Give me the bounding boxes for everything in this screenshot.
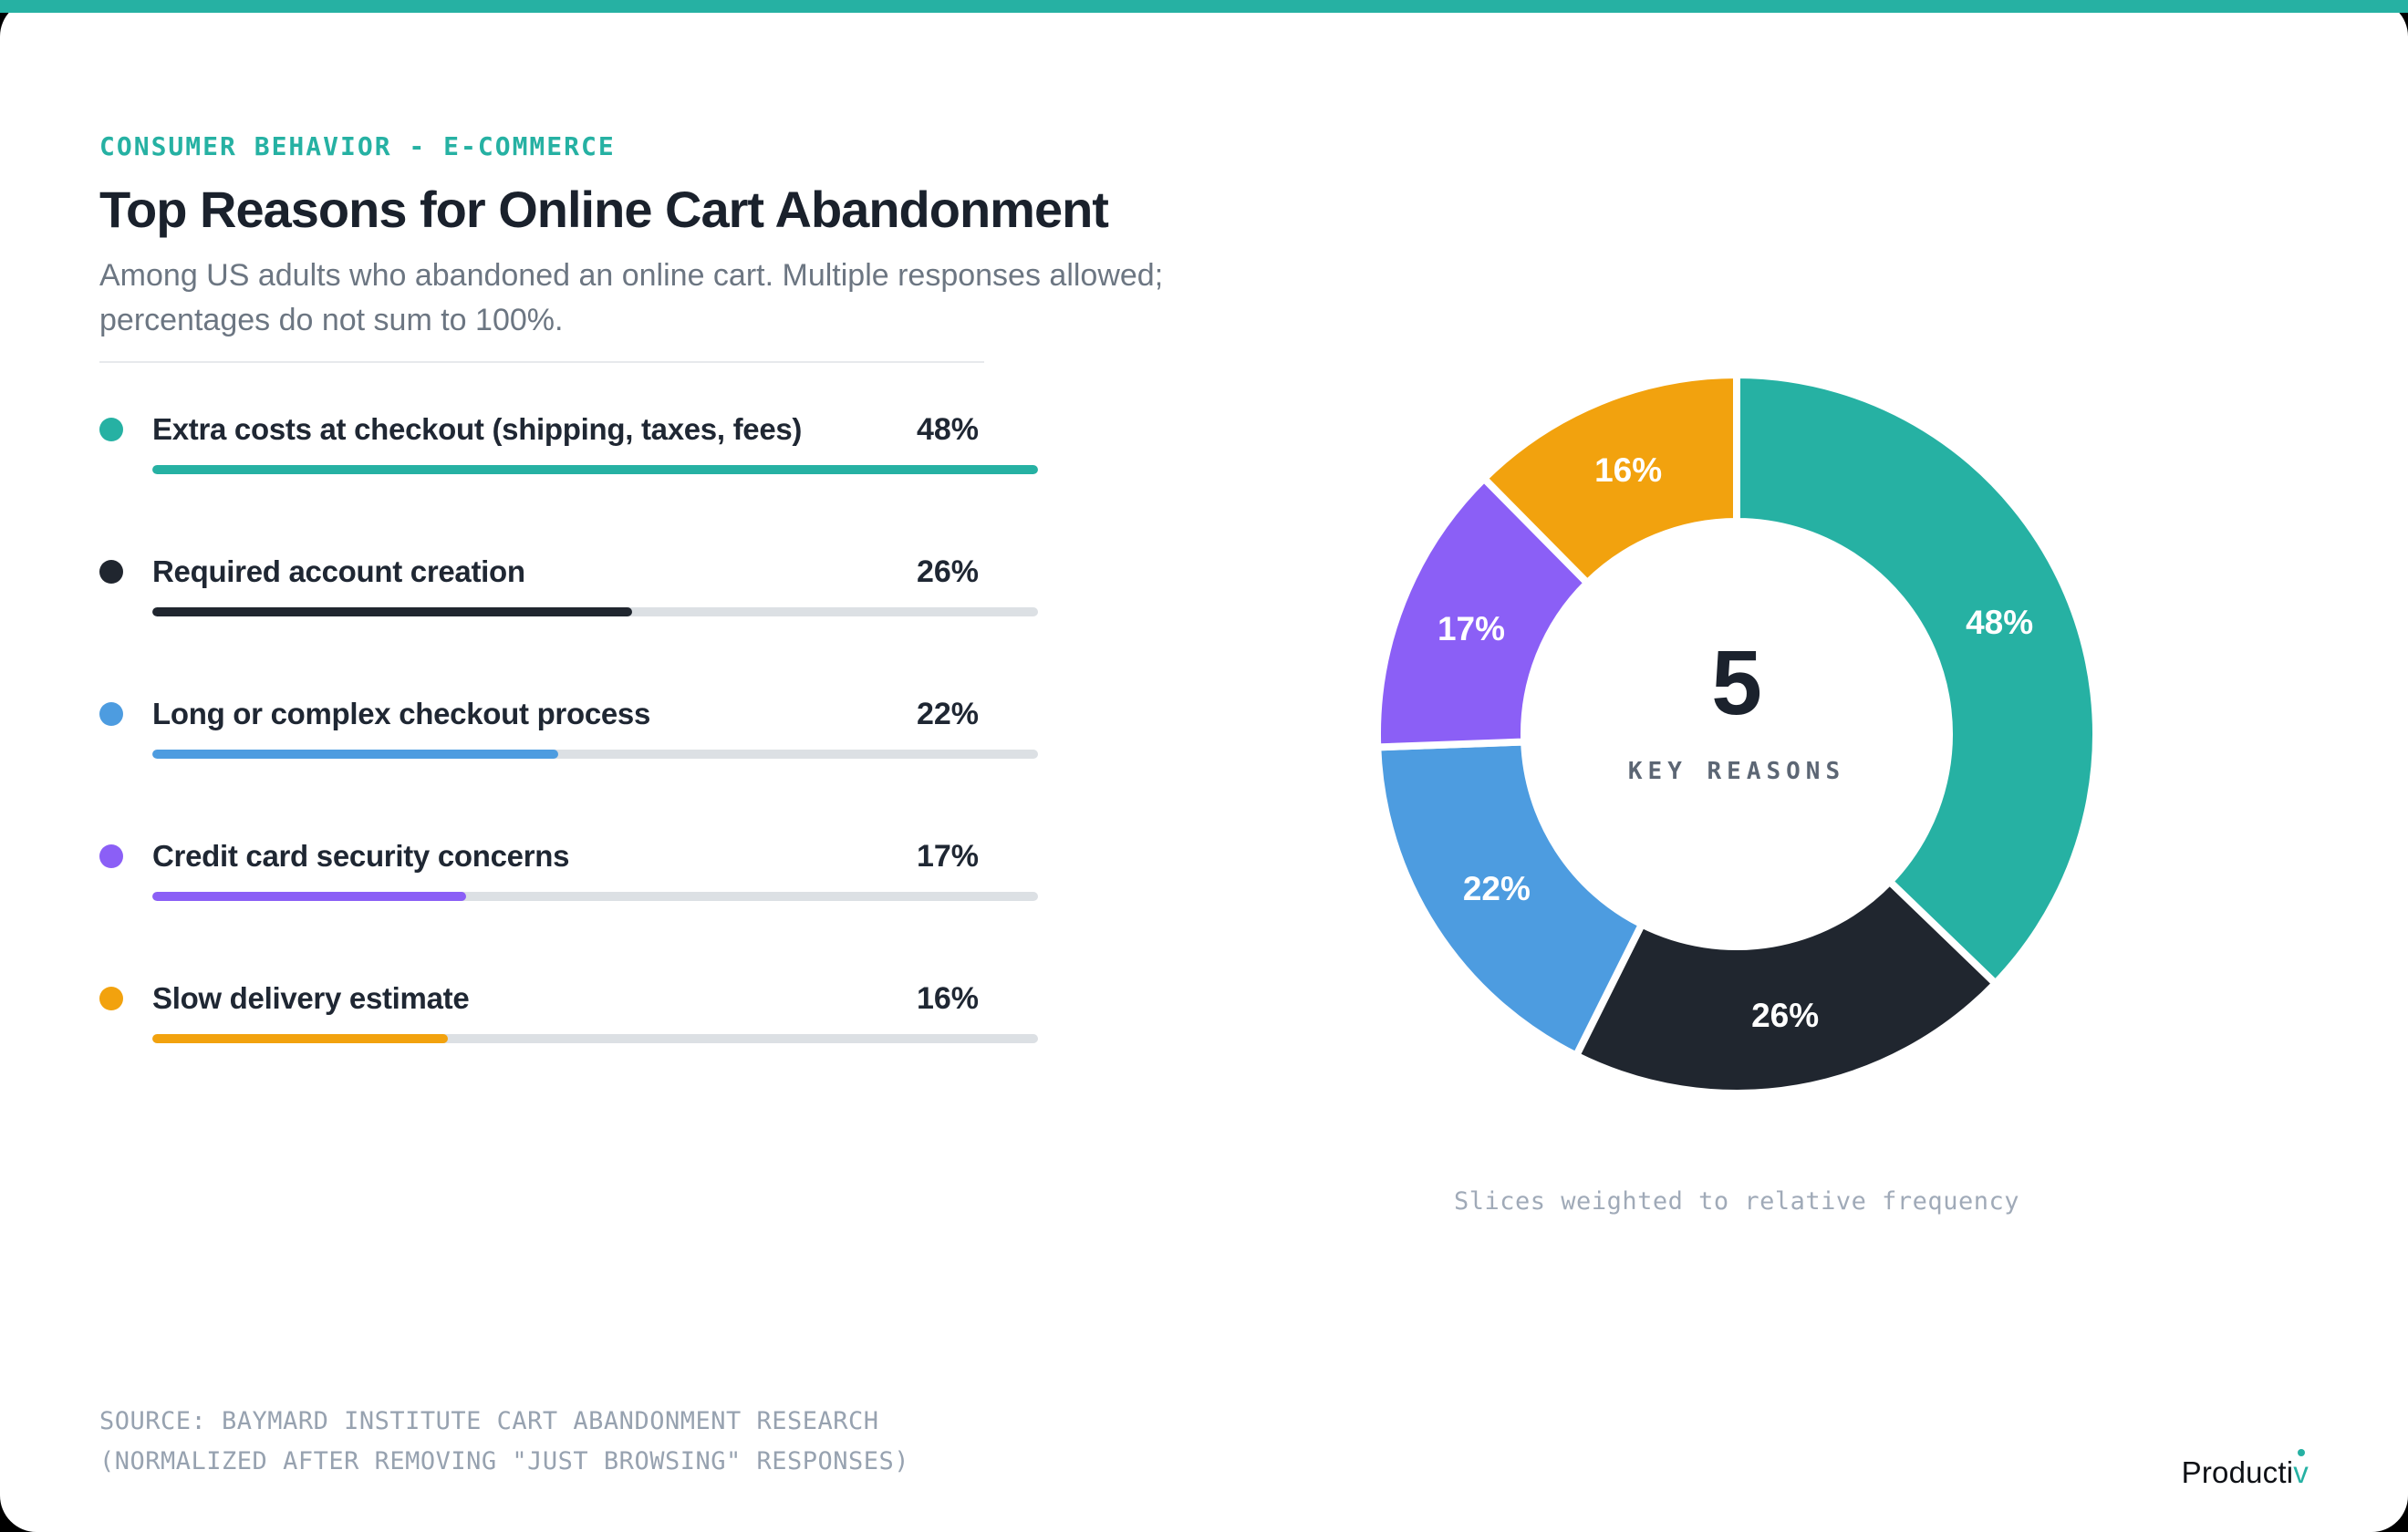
donut-chart: 48% 26% 22% 17% 16% 5 KEY REASONS: [1372, 369, 2102, 1099]
donut-slice-label: 22%: [1463, 870, 1531, 907]
legend-dot: [99, 987, 123, 1010]
progress-track: [152, 465, 1038, 474]
progress-track: [152, 1034, 1038, 1043]
progress-track: [152, 892, 1038, 901]
progress-track: [152, 607, 1038, 616]
top-accent-bar: [0, 0, 2408, 13]
donut-slice: [1733, 371, 2100, 988]
legend-dot: [99, 702, 123, 726]
source-line-2: (NORMALIZED AFTER REMOVING "JUST BROWSIN…: [99, 1447, 910, 1475]
reason-value: 26%: [916, 554, 979, 589]
list-item-head: Slow delivery estimate 16%: [99, 980, 1038, 1017]
header: CONSUMER BEHAVIOR - E-COMMERCE Top Reaso…: [99, 131, 1285, 343]
list-item: Long or complex checkout process 22%: [99, 696, 1038, 823]
logo-text: Producti: [2181, 1455, 2294, 1489]
reason-label: Long or complex checkout process: [152, 697, 651, 730]
list-item: Extra costs at checkout (shipping, taxes…: [99, 411, 1038, 539]
list-item: Credit card security concerns 17%: [99, 838, 1038, 966]
list-item: Required account creation 26%: [99, 554, 1038, 681]
list-item: Slow delivery estimate 16%: [99, 980, 1038, 1108]
page-title: Top Reasons for Online Cart Abandonment: [99, 181, 1109, 238]
donut-slice-label: 48%: [1966, 604, 2033, 641]
reason-value: 48%: [916, 411, 979, 447]
progress-fill: [152, 892, 466, 901]
progress-fill: [152, 607, 632, 616]
subtitle-line-1: Among US adults who abandoned an online …: [99, 258, 1164, 293]
logo-dot: [2297, 1449, 2305, 1456]
subtitle-line-2: percentages do not sum to 100%.: [99, 303, 564, 337]
progress-fill: [152, 1034, 448, 1043]
reason-label: Slow delivery estimate: [152, 981, 470, 1015]
reason-label: Credit card security concerns: [152, 839, 570, 873]
legend-dot: [99, 844, 123, 868]
donut-slice: [1374, 738, 1645, 1060]
list-item-head: Credit card security concerns 17%: [99, 838, 1038, 875]
donut-slice-label: 17%: [1438, 610, 1505, 647]
source-line-1: SOURCE: BAYMARD INSTITUTE CART ABANDONME…: [99, 1407, 879, 1435]
progress-fill: [152, 465, 1038, 474]
page-subtitle: Among US adults who abandoned an online …: [99, 254, 1285, 343]
legend-dot: [99, 418, 123, 441]
reason-value: 22%: [916, 696, 979, 731]
chart-caption: Slices weighted to relative frequency: [1454, 1187, 2019, 1216]
reason-label: Required account creation: [152, 554, 525, 588]
donut-svg: 48% 26% 22% 17% 16%: [1374, 371, 2100, 1097]
legend-dot: [99, 560, 123, 584]
brand-logo: Productiv: [2181, 1449, 2309, 1490]
eyebrow-category: CONSUMER BEHAVIOR - E-COMMERCE: [99, 131, 616, 161]
list-item-head: Extra costs at checkout (shipping, taxes…: [99, 411, 1038, 448]
progress-fill: [152, 750, 559, 759]
divider: [99, 361, 984, 363]
list-item-head: Long or complex checkout process 22%: [99, 696, 1038, 732]
donut-slice: [1572, 877, 1999, 1097]
reasons-list: Extra costs at checkout (shipping, taxes…: [99, 411, 1038, 1141]
progress-track: [152, 750, 1038, 759]
source-note: SOURCE: BAYMARD INSTITUTE CART ABANDONME…: [99, 1402, 909, 1482]
reason-value: 16%: [916, 980, 979, 1016]
donut-slice: [1480, 371, 1740, 587]
reason-value: 17%: [916, 838, 979, 874]
list-item-head: Required account creation 26%: [99, 554, 1038, 590]
logo-accent-letter: v: [2293, 1455, 2309, 1489]
donut-slice-label: 16%: [1594, 451, 1662, 489]
reason-label: Extra costs at checkout (shipping, taxes…: [152, 412, 803, 446]
donut-slice-label: 26%: [1751, 997, 1819, 1034]
